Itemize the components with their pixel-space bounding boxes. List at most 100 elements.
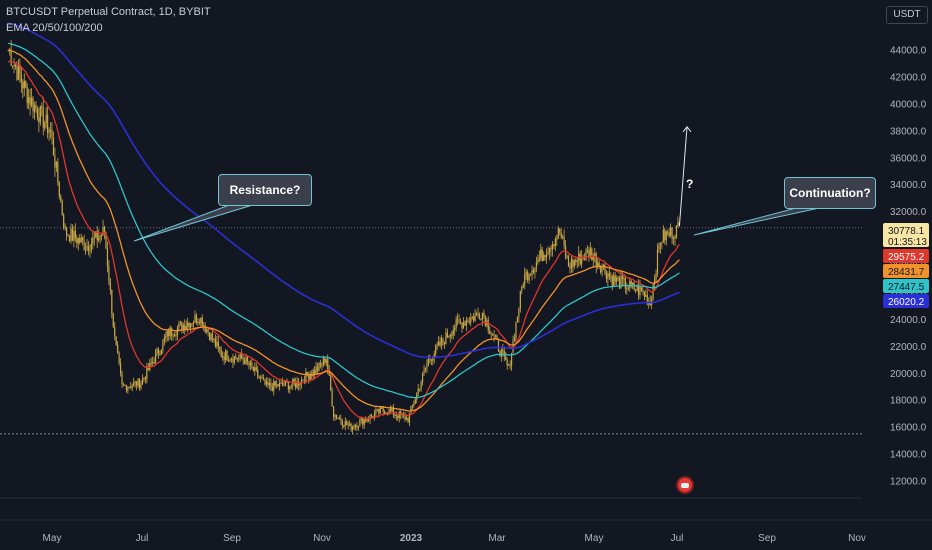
candle-body <box>579 253 581 265</box>
candle-body <box>42 107 44 128</box>
candle-body <box>287 382 289 390</box>
candle-body <box>252 366 254 372</box>
candle-body <box>103 227 106 233</box>
tradingview-logo-icon[interactable] <box>676 476 694 494</box>
candle-body <box>407 417 409 423</box>
candle-body <box>477 313 479 315</box>
candle-body <box>64 227 66 229</box>
y-tick-label: 24000.0 <box>890 315 927 326</box>
candle-body <box>570 259 573 269</box>
candle-body <box>270 383 272 387</box>
candle-body <box>457 319 459 321</box>
candle-body <box>478 314 481 320</box>
candle-body <box>159 353 161 355</box>
candle-body <box>325 358 327 364</box>
candle-body <box>32 97 34 112</box>
candle-body <box>257 370 259 377</box>
candle-body <box>616 277 618 282</box>
candle-body <box>251 362 253 367</box>
candle-body <box>140 384 142 389</box>
y-tick-label: 36000.0 <box>890 153 927 164</box>
candle-body <box>410 406 412 413</box>
candle-body <box>562 236 564 238</box>
candle-body <box>154 353 157 364</box>
candle-body <box>327 358 329 370</box>
candle-body <box>581 257 583 265</box>
ema-line-50 <box>8 49 680 412</box>
candle-body <box>620 276 622 289</box>
candle-body <box>397 415 399 419</box>
candle-body <box>115 336 117 345</box>
candle-body <box>376 409 378 411</box>
resistance-callout[interactable]: Resistance? <box>218 174 312 206</box>
candle-body <box>207 329 209 333</box>
candle-body <box>429 358 431 360</box>
candle-body <box>623 277 625 280</box>
price-tag-value: 28431.7 <box>888 267 925 278</box>
candle-body <box>82 237 84 241</box>
candle-body <box>290 384 292 386</box>
price-tag-value: 26020.2 <box>888 297 925 308</box>
candle-body <box>626 288 628 290</box>
candle-body <box>525 272 527 275</box>
candle-body <box>61 200 63 215</box>
candle-body <box>614 275 616 282</box>
candle-body <box>302 379 304 381</box>
candle-body <box>360 418 362 421</box>
candle-body <box>427 358 430 364</box>
candle-body <box>442 338 444 342</box>
candle-body <box>249 362 252 366</box>
candle-body <box>335 415 338 419</box>
candle-body <box>576 260 578 263</box>
candle-body <box>548 247 551 253</box>
currency-unit-button[interactable]: USDT <box>886 6 928 24</box>
candle-body <box>500 349 502 357</box>
candle-body <box>499 351 501 357</box>
candle-body <box>101 235 103 237</box>
candle-body <box>632 282 634 285</box>
x-tick-label: May <box>43 533 62 544</box>
candle-body <box>635 289 637 291</box>
candle-body <box>480 319 482 321</box>
candle-body <box>382 408 384 412</box>
candle-body <box>439 341 441 346</box>
candle-body <box>575 260 577 263</box>
candle-body <box>547 252 549 255</box>
candle-body <box>550 247 552 250</box>
candle-body <box>206 329 208 332</box>
indicator-legend[interactable]: EMA 20/50/100/200 <box>6 22 103 34</box>
candle-body <box>510 353 513 366</box>
candle-body <box>48 130 50 133</box>
candle-body <box>473 316 475 321</box>
continuation-callout[interactable]: Continuation? <box>784 177 876 209</box>
candle-body <box>311 374 313 377</box>
candle-body <box>546 254 548 258</box>
y-tick-label: 16000.0 <box>890 423 927 434</box>
candle-body <box>114 327 116 337</box>
candle-body <box>9 50 11 52</box>
candle-body <box>610 276 612 278</box>
x-tick-label: Jul <box>671 533 684 544</box>
candle-body <box>334 415 336 417</box>
candle-body <box>359 420 361 427</box>
candle-body <box>19 64 21 75</box>
candle-body <box>521 286 523 291</box>
candle-body <box>45 114 47 123</box>
candle-body <box>448 336 450 338</box>
candle-body <box>274 381 276 386</box>
candle-body <box>567 256 570 267</box>
candle-body <box>137 378 139 387</box>
candle-body <box>613 275 615 286</box>
candle-body <box>598 262 600 267</box>
candle-body <box>7 50 9 52</box>
candle-body <box>430 359 432 361</box>
candle-body <box>356 425 358 428</box>
candle-body <box>321 365 323 367</box>
candle-body <box>191 323 193 325</box>
candle-body <box>566 256 568 258</box>
candle-body <box>468 322 470 324</box>
candle-body <box>642 290 644 292</box>
candle-body <box>516 316 519 323</box>
candle-body <box>502 349 504 351</box>
